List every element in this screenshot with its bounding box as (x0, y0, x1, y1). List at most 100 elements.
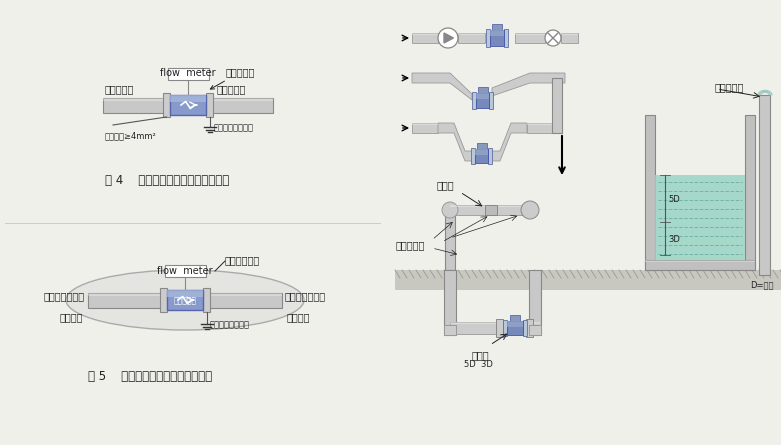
Bar (88, 292, 163, 295)
Bar (206, 93, 213, 117)
Bar (497, 205, 525, 215)
Bar (488, 148, 493, 164)
Bar (510, 315, 520, 321)
Polygon shape (444, 33, 454, 43)
Bar (476, 93, 490, 98)
Bar (527, 123, 552, 125)
Circle shape (442, 202, 458, 218)
Bar (88, 292, 163, 307)
Bar (476, 149, 488, 154)
Bar (529, 325, 541, 335)
Bar (473, 92, 476, 109)
Bar (450, 322, 540, 324)
Bar (209, 97, 273, 113)
Bar (492, 24, 502, 30)
Bar (412, 123, 438, 125)
Bar (445, 210, 455, 270)
Bar (478, 86, 488, 93)
Polygon shape (438, 123, 527, 161)
Text: 与管道跨接: 与管道跨接 (105, 85, 134, 94)
Bar (395, 270, 781, 290)
Bar (167, 290, 203, 297)
Bar (503, 320, 507, 336)
Bar (203, 288, 210, 312)
Bar (412, 33, 438, 43)
Bar (458, 33, 485, 43)
Bar (507, 321, 523, 327)
Bar (103, 97, 166, 101)
Bar (163, 93, 170, 117)
Text: 与管道跨接: 与管道跨接 (217, 85, 246, 94)
Bar (206, 292, 282, 295)
Text: 3D: 3D (668, 235, 680, 244)
Bar (486, 29, 490, 47)
Bar (450, 205, 490, 207)
Text: 电磁流量计: 电磁流量计 (210, 67, 255, 89)
Ellipse shape (66, 270, 304, 330)
Text: 安装点: 安装点 (436, 180, 454, 190)
Circle shape (545, 30, 561, 46)
Text: 金属管道: 金属管道 (287, 312, 311, 323)
Bar (504, 29, 508, 47)
Bar (655, 175, 745, 260)
Text: 5D: 5D (668, 195, 679, 205)
Text: 管道接地跨接: 管道接地跨接 (225, 255, 260, 265)
Bar (412, 123, 438, 133)
Bar (160, 288, 167, 312)
Bar (444, 270, 456, 335)
Bar (103, 97, 166, 113)
Bar (450, 322, 540, 334)
Bar (759, 95, 771, 275)
Bar (515, 33, 545, 35)
Bar (497, 319, 504, 337)
Bar (497, 205, 525, 207)
Bar (645, 115, 655, 270)
Text: 金属管道: 金属管道 (59, 312, 83, 323)
Text: 图 4    电磁流量计接地连（跨）接法: 图 4 电磁流量计接地连（跨）接法 (105, 174, 230, 186)
Bar (485, 205, 497, 215)
Bar (476, 149, 488, 163)
Text: 接地点或接地干线: 接地点或接地干线 (213, 124, 254, 133)
Bar (170, 95, 206, 115)
Text: 电磁流量计: 电磁流量计 (173, 296, 197, 306)
Bar (552, 78, 562, 133)
Bar (477, 143, 487, 149)
Bar (515, 33, 545, 43)
Bar (526, 319, 533, 337)
Bar (561, 33, 578, 43)
Polygon shape (492, 73, 565, 96)
Bar (507, 321, 523, 335)
Bar (450, 205, 490, 215)
Text: flow  meter: flow meter (157, 266, 212, 275)
Bar (412, 33, 438, 35)
Text: 图 5    带阴极保护电磁流量计接地法: 图 5 带阴极保护电磁流量计接地法 (88, 371, 212, 384)
Text: 接地点或接地干线: 接地点或接地干线 (209, 320, 249, 329)
Circle shape (521, 201, 539, 219)
Bar (458, 33, 485, 35)
Text: 阴极保护引出点: 阴极保护引出点 (285, 291, 326, 301)
Bar (472, 148, 476, 164)
Bar (206, 292, 282, 307)
Bar (523, 320, 527, 336)
Bar (745, 115, 755, 270)
Text: 5D  3D: 5D 3D (464, 360, 493, 369)
Bar (167, 290, 203, 310)
FancyBboxPatch shape (165, 264, 205, 276)
Bar (527, 123, 552, 133)
Bar (529, 270, 541, 335)
Text: 不宜安装点: 不宜安装点 (715, 82, 744, 92)
Text: 阴极保护引出点: 阴极保护引出点 (44, 291, 85, 301)
Bar (209, 97, 273, 101)
Bar (444, 325, 456, 335)
Bar (476, 93, 490, 108)
Circle shape (438, 28, 458, 48)
Text: 接地软线≥4mm²: 接地软线≥4mm² (105, 131, 157, 140)
Polygon shape (412, 73, 472, 100)
Bar (645, 260, 755, 270)
Bar (490, 30, 504, 36)
Text: 安装点: 安装点 (471, 350, 489, 360)
Text: flow  meter: flow meter (160, 69, 216, 78)
Bar (645, 260, 755, 262)
Text: D=管径: D=管径 (750, 280, 773, 289)
FancyBboxPatch shape (167, 68, 209, 80)
